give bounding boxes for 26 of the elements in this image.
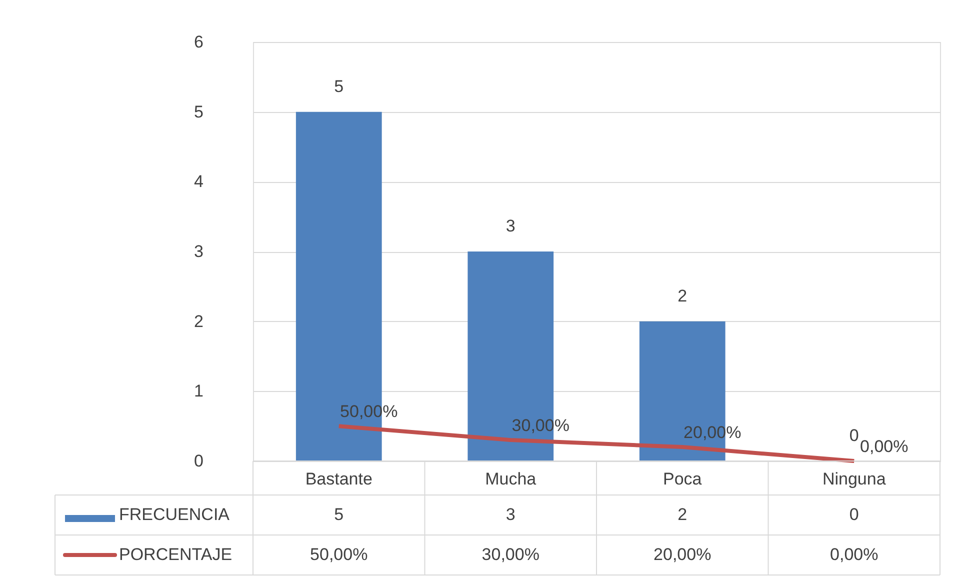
data-label: 20,00%	[654, 545, 712, 564]
y-tick-label: 0	[194, 452, 204, 470]
text: 2	[678, 286, 688, 306]
text: 0,00%	[860, 437, 908, 456]
legend-label: FRECUENCIA	[119, 505, 230, 524]
text: 0	[849, 426, 859, 445]
data-label: 5	[334, 505, 344, 524]
x-tick-label: Bastante	[305, 470, 372, 488]
data-label: 50,00%	[310, 545, 368, 564]
data-label: 30,00%	[482, 545, 540, 564]
text: 5	[334, 76, 344, 96]
data-label: 0	[849, 505, 859, 524]
y-tick-label: 2	[194, 312, 204, 331]
x-tick-label: Ninguna	[822, 470, 886, 488]
legend-label: PORCENTAJE	[119, 545, 232, 564]
y-tick-label: 1	[194, 382, 204, 401]
data-label: 2	[678, 505, 688, 524]
x-tick-label: Mucha	[485, 470, 537, 488]
data-label: 3	[506, 505, 516, 524]
y-tick-label: 6	[194, 32, 204, 52]
y-tick-label: 3	[194, 242, 204, 261]
data-label: 0,00%	[830, 545, 878, 564]
x-tick-label: Poca	[663, 470, 702, 488]
text: 3	[506, 216, 516, 236]
y-tick-label: 5	[194, 102, 204, 122]
y-tick-label: 4	[194, 172, 204, 192]
